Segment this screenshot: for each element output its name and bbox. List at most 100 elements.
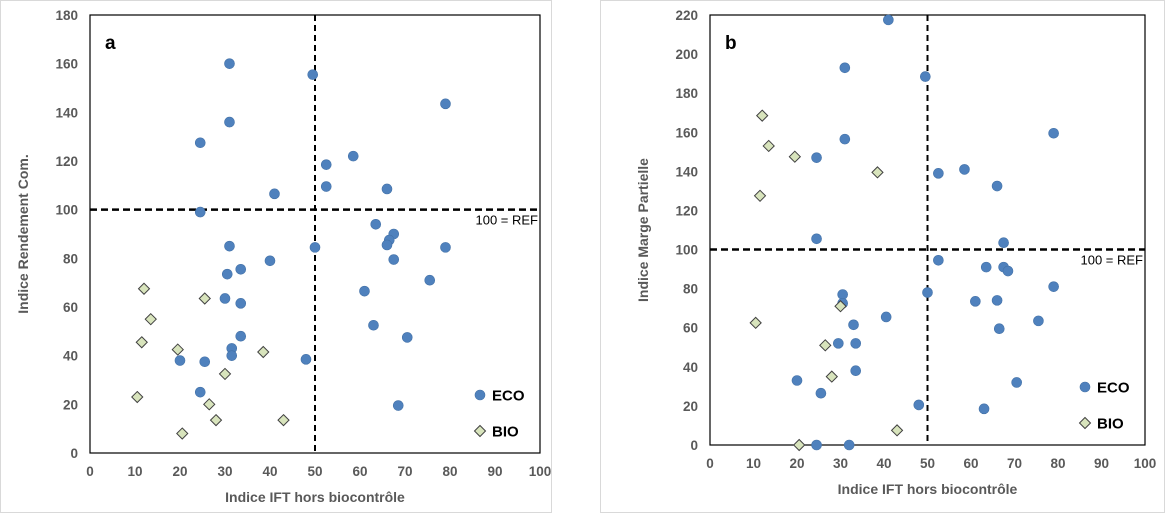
data-point-eco <box>320 181 332 192</box>
data-point-eco <box>224 58 235 69</box>
data-point-bio <box>825 370 839 383</box>
x-tick-label: 90 <box>1094 456 1109 471</box>
data-point-eco <box>993 323 1005 335</box>
data-point-bio <box>792 438 806 452</box>
x-tick-label: 30 <box>217 464 232 479</box>
y-tick-label: 100 <box>675 243 698 258</box>
y-tick-label: 80 <box>63 251 78 266</box>
data-point-bio <box>762 139 775 153</box>
y-tick-label: 20 <box>63 397 78 412</box>
data-point-eco <box>933 254 944 266</box>
data-point-eco <box>850 338 862 349</box>
y-tick-label: 120 <box>675 203 698 218</box>
data-point-eco <box>839 133 851 145</box>
data-point-eco <box>194 206 206 218</box>
panel-label: b <box>725 33 737 54</box>
data-point-eco <box>920 71 931 82</box>
y-tick-label: 40 <box>63 349 78 364</box>
data-point-bio <box>218 367 232 381</box>
data-point-eco <box>850 365 862 377</box>
x-axis-title: Indice IFT hors biocontrôle <box>225 489 405 505</box>
data-point-eco <box>226 350 238 361</box>
data-point-eco <box>269 188 280 200</box>
data-point-eco <box>388 254 400 265</box>
legend-marker-bio <box>1078 416 1092 430</box>
data-point-eco <box>235 263 247 275</box>
x-tick-label: 30 <box>833 456 848 471</box>
chart-panel-a: a 100 = REF 0 10 20 30 40 50 60 70 80 90 100 0 20 40 60 8… <box>0 0 552 513</box>
data-point-bio <box>203 398 216 411</box>
data-point-bio <box>749 316 762 330</box>
data-point-eco <box>811 439 822 451</box>
data-point-bio <box>755 109 769 122</box>
y-tick-label: 180 <box>55 8 78 23</box>
reference-line-label: 100 = REF <box>1080 253 1143 268</box>
reference-line-label: 100 = REF <box>475 213 538 228</box>
data-point-eco <box>1033 315 1044 327</box>
x-tick-label: 10 <box>746 456 761 471</box>
data-point-eco <box>833 338 844 349</box>
x-tick-label: 20 <box>789 456 804 471</box>
data-point-eco <box>1011 377 1022 388</box>
data-point-bio <box>277 413 290 427</box>
data-point-eco <box>300 354 312 365</box>
legend-label-eco: ECO <box>1097 380 1130 397</box>
data-point-bio <box>890 424 904 437</box>
series-bio <box>749 109 904 452</box>
x-tick-label: 0 <box>86 464 94 479</box>
data-point-eco <box>174 355 186 366</box>
y-tick-label: 80 <box>683 282 698 297</box>
y-tick-label: 120 <box>55 154 78 169</box>
data-point-eco <box>424 274 436 286</box>
y-tick-label: 40 <box>683 360 698 375</box>
data-point-eco <box>219 293 231 304</box>
data-point-eco <box>368 319 379 331</box>
x-tick-label: 50 <box>307 464 322 479</box>
data-point-eco <box>811 152 822 163</box>
y-tick-label: 200 <box>675 47 698 62</box>
x-tick-label: 70 <box>397 464 412 479</box>
data-point-eco <box>224 240 235 252</box>
data-point-bio <box>176 427 189 440</box>
y-tick-label: 220 <box>675 8 698 23</box>
legend-label-eco: ECO <box>492 388 525 405</box>
data-point-bio <box>144 312 157 326</box>
data-point-eco <box>991 295 1003 306</box>
data-point-eco <box>839 62 851 74</box>
data-point-eco <box>440 98 451 110</box>
y-tick-label: 100 <box>55 203 78 218</box>
y-tick-label: 60 <box>63 300 78 315</box>
data-point-eco <box>224 116 235 128</box>
x-tick-label: 40 <box>876 456 891 471</box>
data-point-bio <box>257 345 270 359</box>
series-eco <box>791 14 1059 451</box>
data-point-eco <box>978 403 990 415</box>
data-point-eco <box>221 268 233 280</box>
data-point-eco <box>933 168 944 179</box>
legend-label-bio: BIO <box>492 424 519 441</box>
data-point-eco <box>1048 127 1059 139</box>
data-point-bio <box>137 282 151 295</box>
data-point-eco <box>401 332 413 343</box>
data-point-bio <box>171 343 184 356</box>
legend-marker-bio <box>473 424 487 438</box>
y-tick-label: 160 <box>55 57 78 72</box>
y-tick-label: 20 <box>683 399 698 414</box>
data-point-eco <box>370 218 382 230</box>
data-point-eco <box>199 356 211 368</box>
legend-label-bio: BIO <box>1097 416 1124 433</box>
y-tick-label: 0 <box>690 438 698 453</box>
y-tick-label: 140 <box>55 105 78 120</box>
x-tick-label: 100 <box>529 464 552 479</box>
data-point-eco <box>235 330 247 342</box>
data-point-eco <box>913 399 925 411</box>
data-point-eco <box>359 285 370 297</box>
data-point-eco <box>440 242 451 253</box>
data-point-eco <box>381 183 393 195</box>
data-point-bio <box>753 189 767 203</box>
data-point-bio <box>819 339 832 352</box>
data-point-eco <box>998 237 1009 249</box>
data-point-bio <box>131 390 144 404</box>
x-tick-label: 60 <box>963 456 978 471</box>
y-tick-label: 140 <box>675 164 698 179</box>
